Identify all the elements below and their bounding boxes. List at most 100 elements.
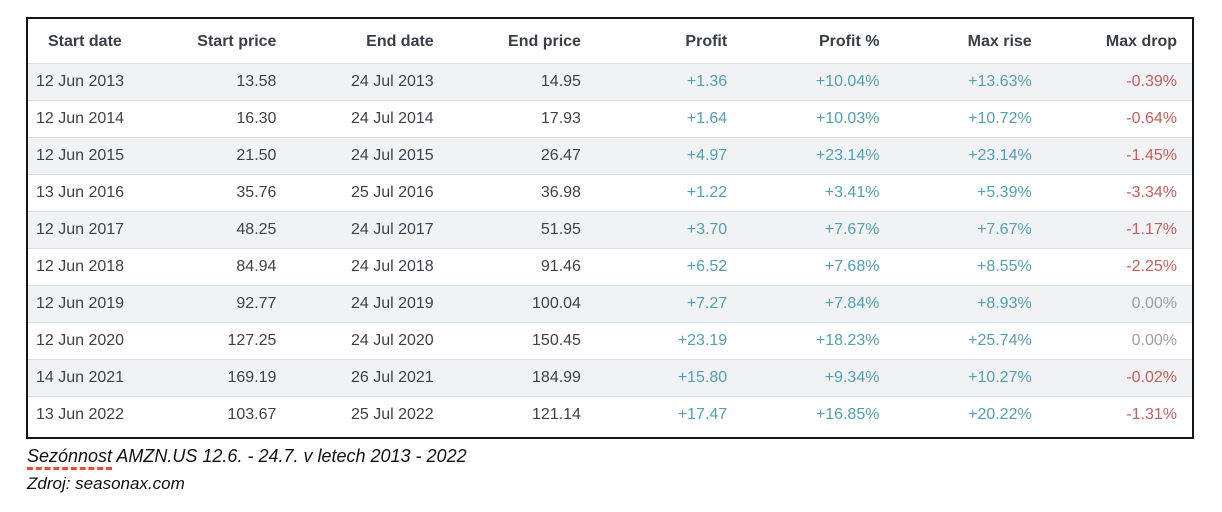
cell-end-date: 25 Jul 2016	[291, 174, 449, 212]
cell-end-date: 24 Jul 2020	[291, 322, 449, 360]
cell-profit: +1.64	[595, 100, 743, 138]
cell-max-drop: -0.64%	[1046, 100, 1193, 138]
cell-max-rise: +8.55%	[894, 248, 1047, 286]
table-row: 14 Jun 2021 169.19 26 Jul 2021 184.99 +15.80…	[27, 359, 1193, 397]
seasonality-table-container: Start date Start price End date End price Pr…	[26, 17, 1194, 439]
cell-start-price: 21.50	[141, 137, 292, 175]
cell-start-price: 48.25	[141, 211, 292, 249]
cell-end-price: 121.14	[448, 396, 596, 438]
cell-profit: +7.27	[595, 285, 743, 323]
cell-profit: +1.22	[595, 174, 743, 212]
table-row: 12 Jun 2019 92.77 24 Jul 2019 100.04 +7.27 +7…	[27, 285, 1193, 323]
cell-start-date: 12 Jun 2020	[27, 322, 142, 360]
cell-max-rise: +20.22%	[894, 396, 1047, 438]
cell-profit: +17.47	[595, 396, 743, 438]
cell-profit: +15.80	[595, 359, 743, 397]
table-header-row: Start date Start price End date End price Pr…	[27, 18, 1193, 64]
cell-max-rise: +13.63%	[894, 63, 1047, 101]
cell-start-price: 127.25	[141, 322, 292, 360]
table-row: 12 Jun 2015 21.50 24 Jul 2015 26.47 +4.97 +23…	[27, 137, 1193, 175]
cell-profit: +1.36	[595, 63, 743, 101]
cell-start-date: 13 Jun 2016	[27, 174, 142, 212]
cell-max-drop: -1.45%	[1046, 137, 1193, 175]
cell-start-price: 13.58	[141, 63, 292, 101]
cell-profit: +16.85%	[742, 396, 895, 438]
cell-profit: +9.34%	[742, 359, 895, 397]
cell-profit: +7.84%	[742, 285, 895, 323]
cell-start-price: 103.67	[141, 396, 292, 438]
cell-max-rise: +5.39%	[894, 174, 1047, 212]
cell-max-drop: -1.31%	[1046, 396, 1193, 438]
table-row: 12 Jun 2020 127.25 24 Jul 2020 150.45 +23.19…	[27, 322, 1193, 360]
cell-start-date: 12 Jun 2014	[27, 100, 142, 138]
cell-start-price: 35.76	[141, 174, 292, 212]
caption-source: Zdroj: seasonax.com	[27, 474, 185, 493]
cell-start-date: 14 Jun 2021	[27, 359, 142, 397]
cell-max-rise: +10.72%	[894, 100, 1047, 138]
cell-end-price: 36.98	[448, 174, 596, 212]
cell-max-drop: -1.17%	[1046, 211, 1193, 249]
cell-end-price: 26.47	[448, 137, 596, 175]
cell-end-date: 24 Jul 2017	[291, 211, 449, 249]
cell-max-rise: +10.27%	[894, 359, 1047, 397]
cell-max-drop: 0.00%	[1046, 285, 1193, 323]
cell-profit: +23.19	[595, 322, 743, 360]
cell-profit: +10.03%	[742, 100, 895, 138]
cell-start-date: 12 Jun 2019	[27, 285, 142, 323]
table-row: 12 Jun 2014 16.30 24 Jul 2014 17.93 +1.64 +10…	[27, 100, 1193, 138]
cell-profit: +7.67%	[742, 211, 895, 249]
cell-start-price: 92.77	[141, 285, 292, 323]
table-row: 13 Jun 2022 103.67 25 Jul 2022 121.14 +17.47…	[27, 396, 1193, 438]
cell-end-price: 91.46	[448, 248, 596, 286]
cell-max-drop: -3.34%	[1046, 174, 1193, 212]
cell-start-price: 84.94	[141, 248, 292, 286]
cell-end-price: 14.95	[448, 63, 596, 101]
caption-title: Sezónnost AMZN.US 12.6. - 24.7. v letech…	[27, 444, 467, 470]
cell-end-date: 26 Jul 2021	[291, 359, 449, 397]
cell-max-rise: +23.14%	[894, 137, 1047, 175]
column-header-end-date: End date	[291, 18, 449, 64]
cell-profit: +6.52	[595, 248, 743, 286]
table-row: 13 Jun 2016 35.76 25 Jul 2016 36.98 +1.22 +3.…	[27, 174, 1193, 212]
cell-end-price: 150.45	[448, 322, 596, 360]
column-header-start-price: Start price	[141, 18, 292, 64]
cell-max-drop: 0.00%	[1046, 322, 1193, 360]
table-row: 12 Jun 2013 13.58 24 Jul 2013 14.95 +1.36 +10…	[27, 63, 1193, 101]
cell-profit: +10.04%	[742, 63, 895, 101]
cell-max-drop: -2.25%	[1046, 248, 1193, 286]
cell-end-date: 24 Jul 2015	[291, 137, 449, 175]
column-header-profit: Profit %	[742, 18, 895, 64]
cell-start-date: 12 Jun 2015	[27, 137, 142, 175]
figure-caption: Sezónnost AMZN.US 12.6. - 24.7. v letech…	[27, 444, 467, 496]
column-header-end-price: End price	[448, 18, 596, 64]
cell-end-date: 24 Jul 2014	[291, 100, 449, 138]
cell-end-price: 17.93	[448, 100, 596, 138]
cell-end-price: 184.99	[448, 359, 596, 397]
caption-title-rest: AMZN.US 12.6. - 24.7. v letech 2013 - 20…	[116, 446, 467, 466]
cell-profit: +3.41%	[742, 174, 895, 212]
cell-profit: +4.97	[595, 137, 743, 175]
cell-end-price: 100.04	[448, 285, 596, 323]
cell-profit: +7.68%	[742, 248, 895, 286]
seasonality-table: Start date Start price End date End price Pr…	[26, 17, 1194, 439]
cell-start-date: 12 Jun 2013	[27, 63, 142, 101]
table-row: 12 Jun 2018 84.94 24 Jul 2018 91.46 +6.52 +7.…	[27, 248, 1193, 286]
cell-max-rise: +25.74%	[894, 322, 1047, 360]
cell-max-drop: -0.39%	[1046, 63, 1193, 101]
cell-end-date: 24 Jul 2018	[291, 248, 449, 286]
caption-misspelled-word: Sezónnost	[27, 446, 113, 470]
cell-start-date: 12 Jun 2018	[27, 248, 142, 286]
cell-profit: +23.14%	[742, 137, 895, 175]
column-header-profit: Profit	[595, 18, 743, 64]
cell-profit: +18.23%	[742, 322, 895, 360]
cell-start-price: 16.30	[141, 100, 292, 138]
cell-profit: +3.70	[595, 211, 743, 249]
table-row: 12 Jun 2017 48.25 24 Jul 2017 51.95 +3.70 +7.…	[27, 211, 1193, 249]
cell-end-price: 51.95	[448, 211, 596, 249]
cell-start-date: 12 Jun 2017	[27, 211, 142, 249]
column-header-start-date: Start date	[27, 18, 142, 64]
column-header-max-rise: Max rise	[894, 18, 1047, 64]
cell-end-date: 24 Jul 2013	[291, 63, 449, 101]
column-header-max-drop: Max drop	[1046, 18, 1193, 64]
cell-max-rise: +7.67%	[894, 211, 1047, 249]
